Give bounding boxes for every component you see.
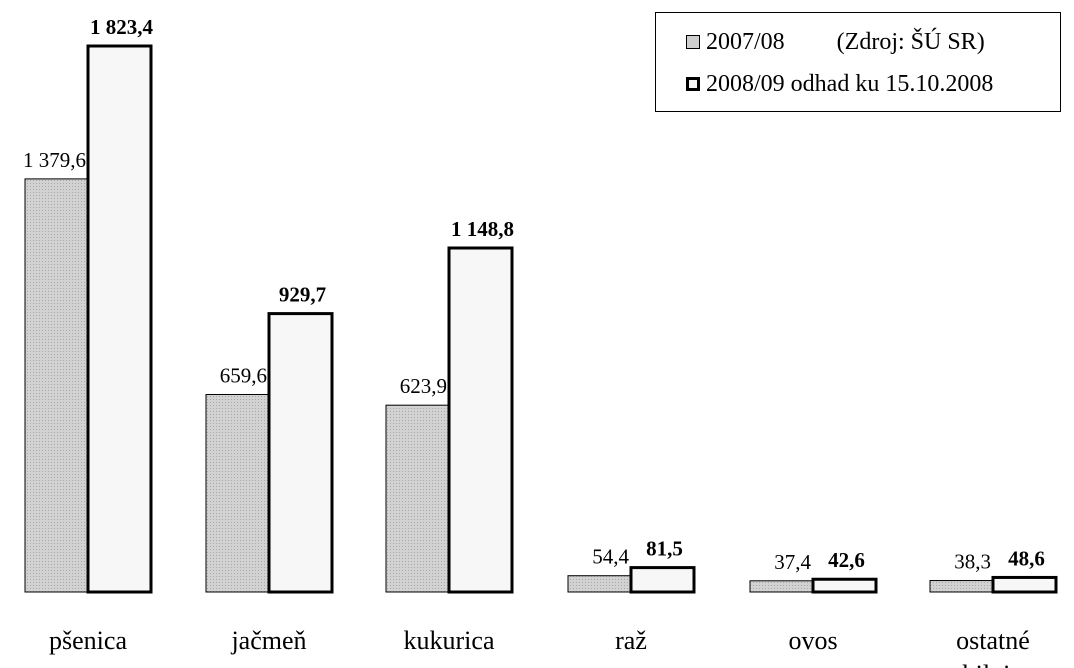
value-label-psenica-s2: 1 823,4	[90, 15, 154, 39]
legend: 2007/08 (Zdroj: ŠÚ SR) 2008/09 odhad ku …	[655, 12, 1061, 112]
legend-entry-2008-09: 2008/09 odhad ku 15.10.2008	[686, 69, 993, 99]
value-label-raz-s1: 54,4	[592, 545, 629, 569]
bar-ovos-s1	[749, 580, 814, 593]
bar-ostatne-obilniny-s2	[991, 575, 1058, 594]
bar-kukurica-s2	[447, 246, 514, 594]
bar-ostatne-obilniny-s1	[929, 580, 994, 593]
value-label-jacmen-s1: 659,6	[220, 363, 267, 387]
bar-kukurica-s1	[385, 404, 450, 593]
legend-label-2007-08: 2007/08	[706, 28, 785, 55]
value-label-psenica-s1: 1 379,6	[23, 148, 86, 172]
value-label-ostatne-obilniny-s1: 38,3	[954, 550, 991, 574]
value-label-jacmen-s2: 929,7	[279, 283, 326, 307]
legend-swatch-2008-09	[686, 77, 700, 91]
legend-label-2008-09: 2008/09 odhad ku 15.10.2008	[706, 70, 994, 97]
legend-entry-2007-08: 2007/08 (Zdroj: ŠÚ SR)	[686, 27, 985, 57]
value-label-ovos-s1: 37,4	[774, 550, 811, 574]
value-label-ovos-s2: 42,6	[828, 548, 865, 572]
value-label-kukurica-s2: 1 148,8	[451, 217, 514, 241]
value-label-raz-s2: 81,5	[646, 537, 683, 561]
category-label-raz: raž	[615, 626, 647, 655]
bar-jacmen-s2	[267, 312, 334, 594]
category-label-jacmen: jačmeň	[230, 626, 306, 655]
legend-source: (Zdroj: ŠÚ SR)	[836, 28, 985, 55]
category-label-kukurica: kukurica	[404, 626, 495, 655]
bar-ovos-s2	[811, 577, 878, 594]
bar-raz-s2	[629, 566, 696, 594]
bar-jacmen-s1	[205, 393, 270, 593]
category-label-psenica: pšenica	[49, 626, 127, 655]
bar-raz-s1	[567, 575, 632, 593]
bar-psenica-s1	[24, 178, 89, 593]
value-label-kukurica-s1: 623,9	[400, 374, 447, 398]
legend-swatch-2007-08	[686, 35, 700, 49]
bar-psenica-s2	[86, 44, 153, 594]
value-label-ostatne-obilniny-s2: 48,6	[1008, 546, 1045, 570]
category-label-ostatne-obilniny: ostatnéobilniny	[950, 626, 1037, 668]
category-label-ovos: ovos	[788, 626, 837, 655]
